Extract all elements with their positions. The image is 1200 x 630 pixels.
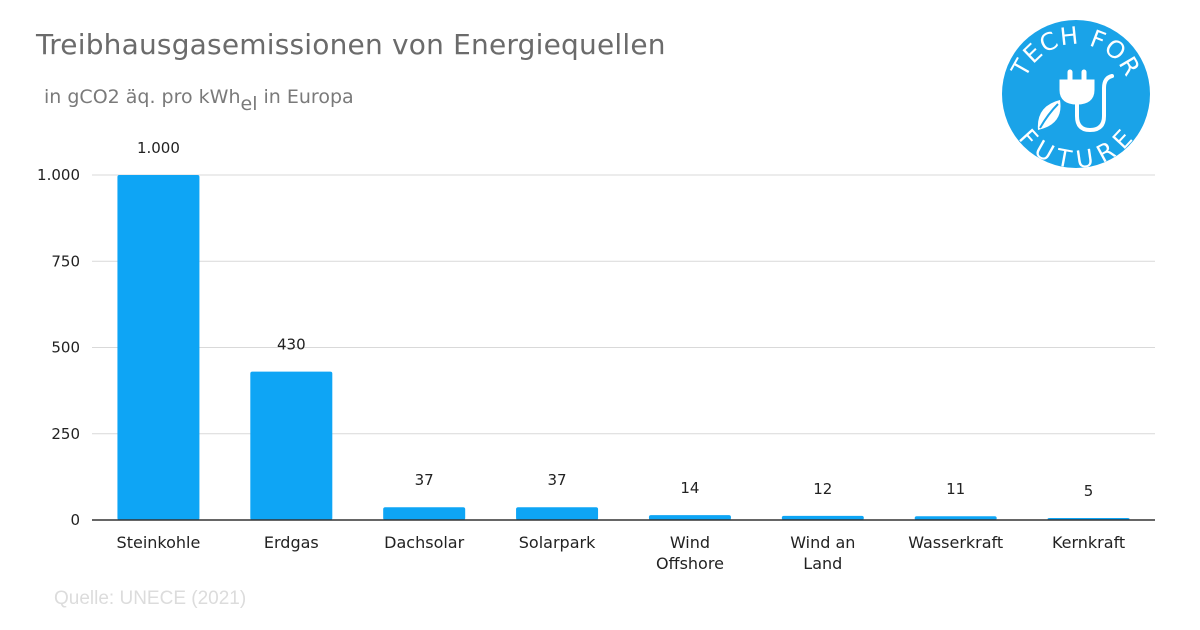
data-label: 12 bbox=[813, 480, 832, 498]
data-label: 11 bbox=[946, 480, 965, 498]
y-tick-label: 1.000 bbox=[37, 166, 80, 184]
chart-title: Treibhausgasemissionen von Energiequelle… bbox=[36, 28, 666, 61]
x-tick-label: Wind an bbox=[790, 533, 855, 552]
x-tick-label: Kernkraft bbox=[1052, 533, 1125, 552]
data-label: 37 bbox=[548, 471, 567, 489]
x-tick-label: Wind bbox=[670, 533, 710, 552]
data-label: 5 bbox=[1084, 482, 1094, 500]
data-label: 14 bbox=[680, 479, 699, 497]
bar bbox=[648, 515, 731, 520]
x-tick-label: Steinkohle bbox=[117, 533, 201, 552]
x-tick-label: Erdgas bbox=[264, 533, 319, 552]
x-tick-label: Solarpark bbox=[519, 533, 596, 552]
chart-subtitle: in gCO2 äq. pro kWhel in Europa bbox=[44, 86, 354, 115]
data-label: 430 bbox=[277, 336, 306, 354]
plug-icon bbox=[1059, 69, 1114, 133]
bar bbox=[516, 507, 599, 520]
x-tick-label: Offshore bbox=[656, 554, 724, 573]
y-tick-label: 500 bbox=[51, 339, 80, 357]
bar bbox=[781, 515, 864, 520]
bar bbox=[117, 175, 200, 520]
source-note: Quelle: UNECE (2021) bbox=[54, 588, 247, 609]
subtitle-subscript: el bbox=[240, 93, 258, 115]
x-tick-label: Wasserkraft bbox=[908, 533, 1003, 552]
x-tick-label: Land bbox=[803, 554, 842, 573]
tech-for-future-logo: TECH FOR FUTURE bbox=[1002, 20, 1150, 170]
leaf-icon bbox=[1037, 100, 1061, 130]
subtitle-suffix: in Europa bbox=[257, 86, 354, 108]
data-label: 1.000 bbox=[137, 139, 180, 157]
x-tick-label: Dachsolar bbox=[384, 533, 464, 552]
bar bbox=[914, 516, 997, 520]
bar bbox=[383, 507, 466, 520]
bar bbox=[250, 371, 333, 520]
data-label: 37 bbox=[415, 471, 434, 489]
y-tick-label: 250 bbox=[51, 425, 80, 443]
subtitle-prefix: in gCO2 äq. pro kWh bbox=[44, 86, 241, 108]
y-tick-label: 750 bbox=[51, 252, 80, 270]
y-tick-label: 0 bbox=[70, 511, 80, 529]
